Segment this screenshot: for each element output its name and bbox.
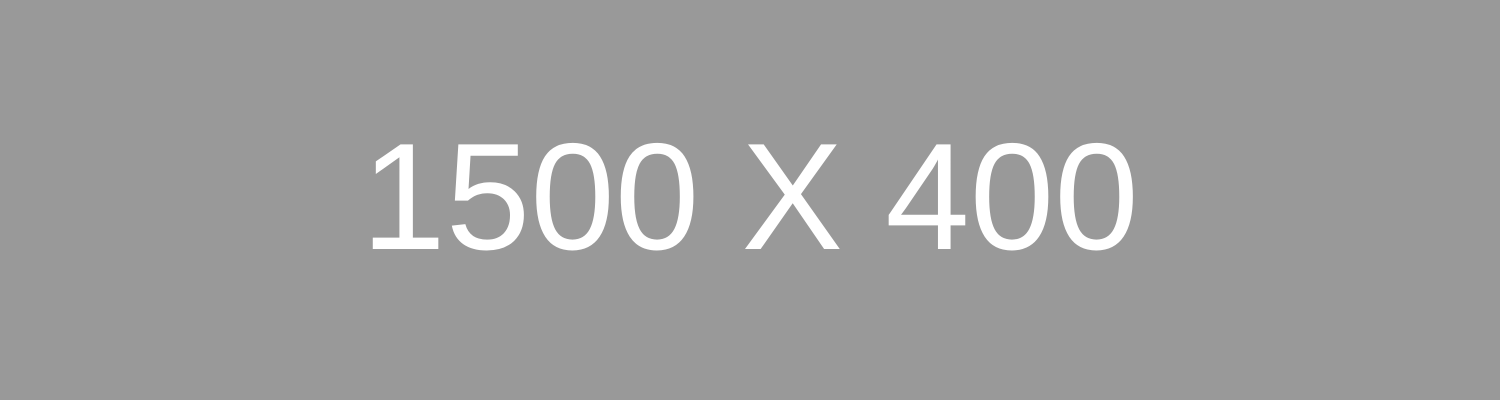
placeholder-dimensions-label: 1500 X 400 bbox=[361, 112, 1139, 282]
